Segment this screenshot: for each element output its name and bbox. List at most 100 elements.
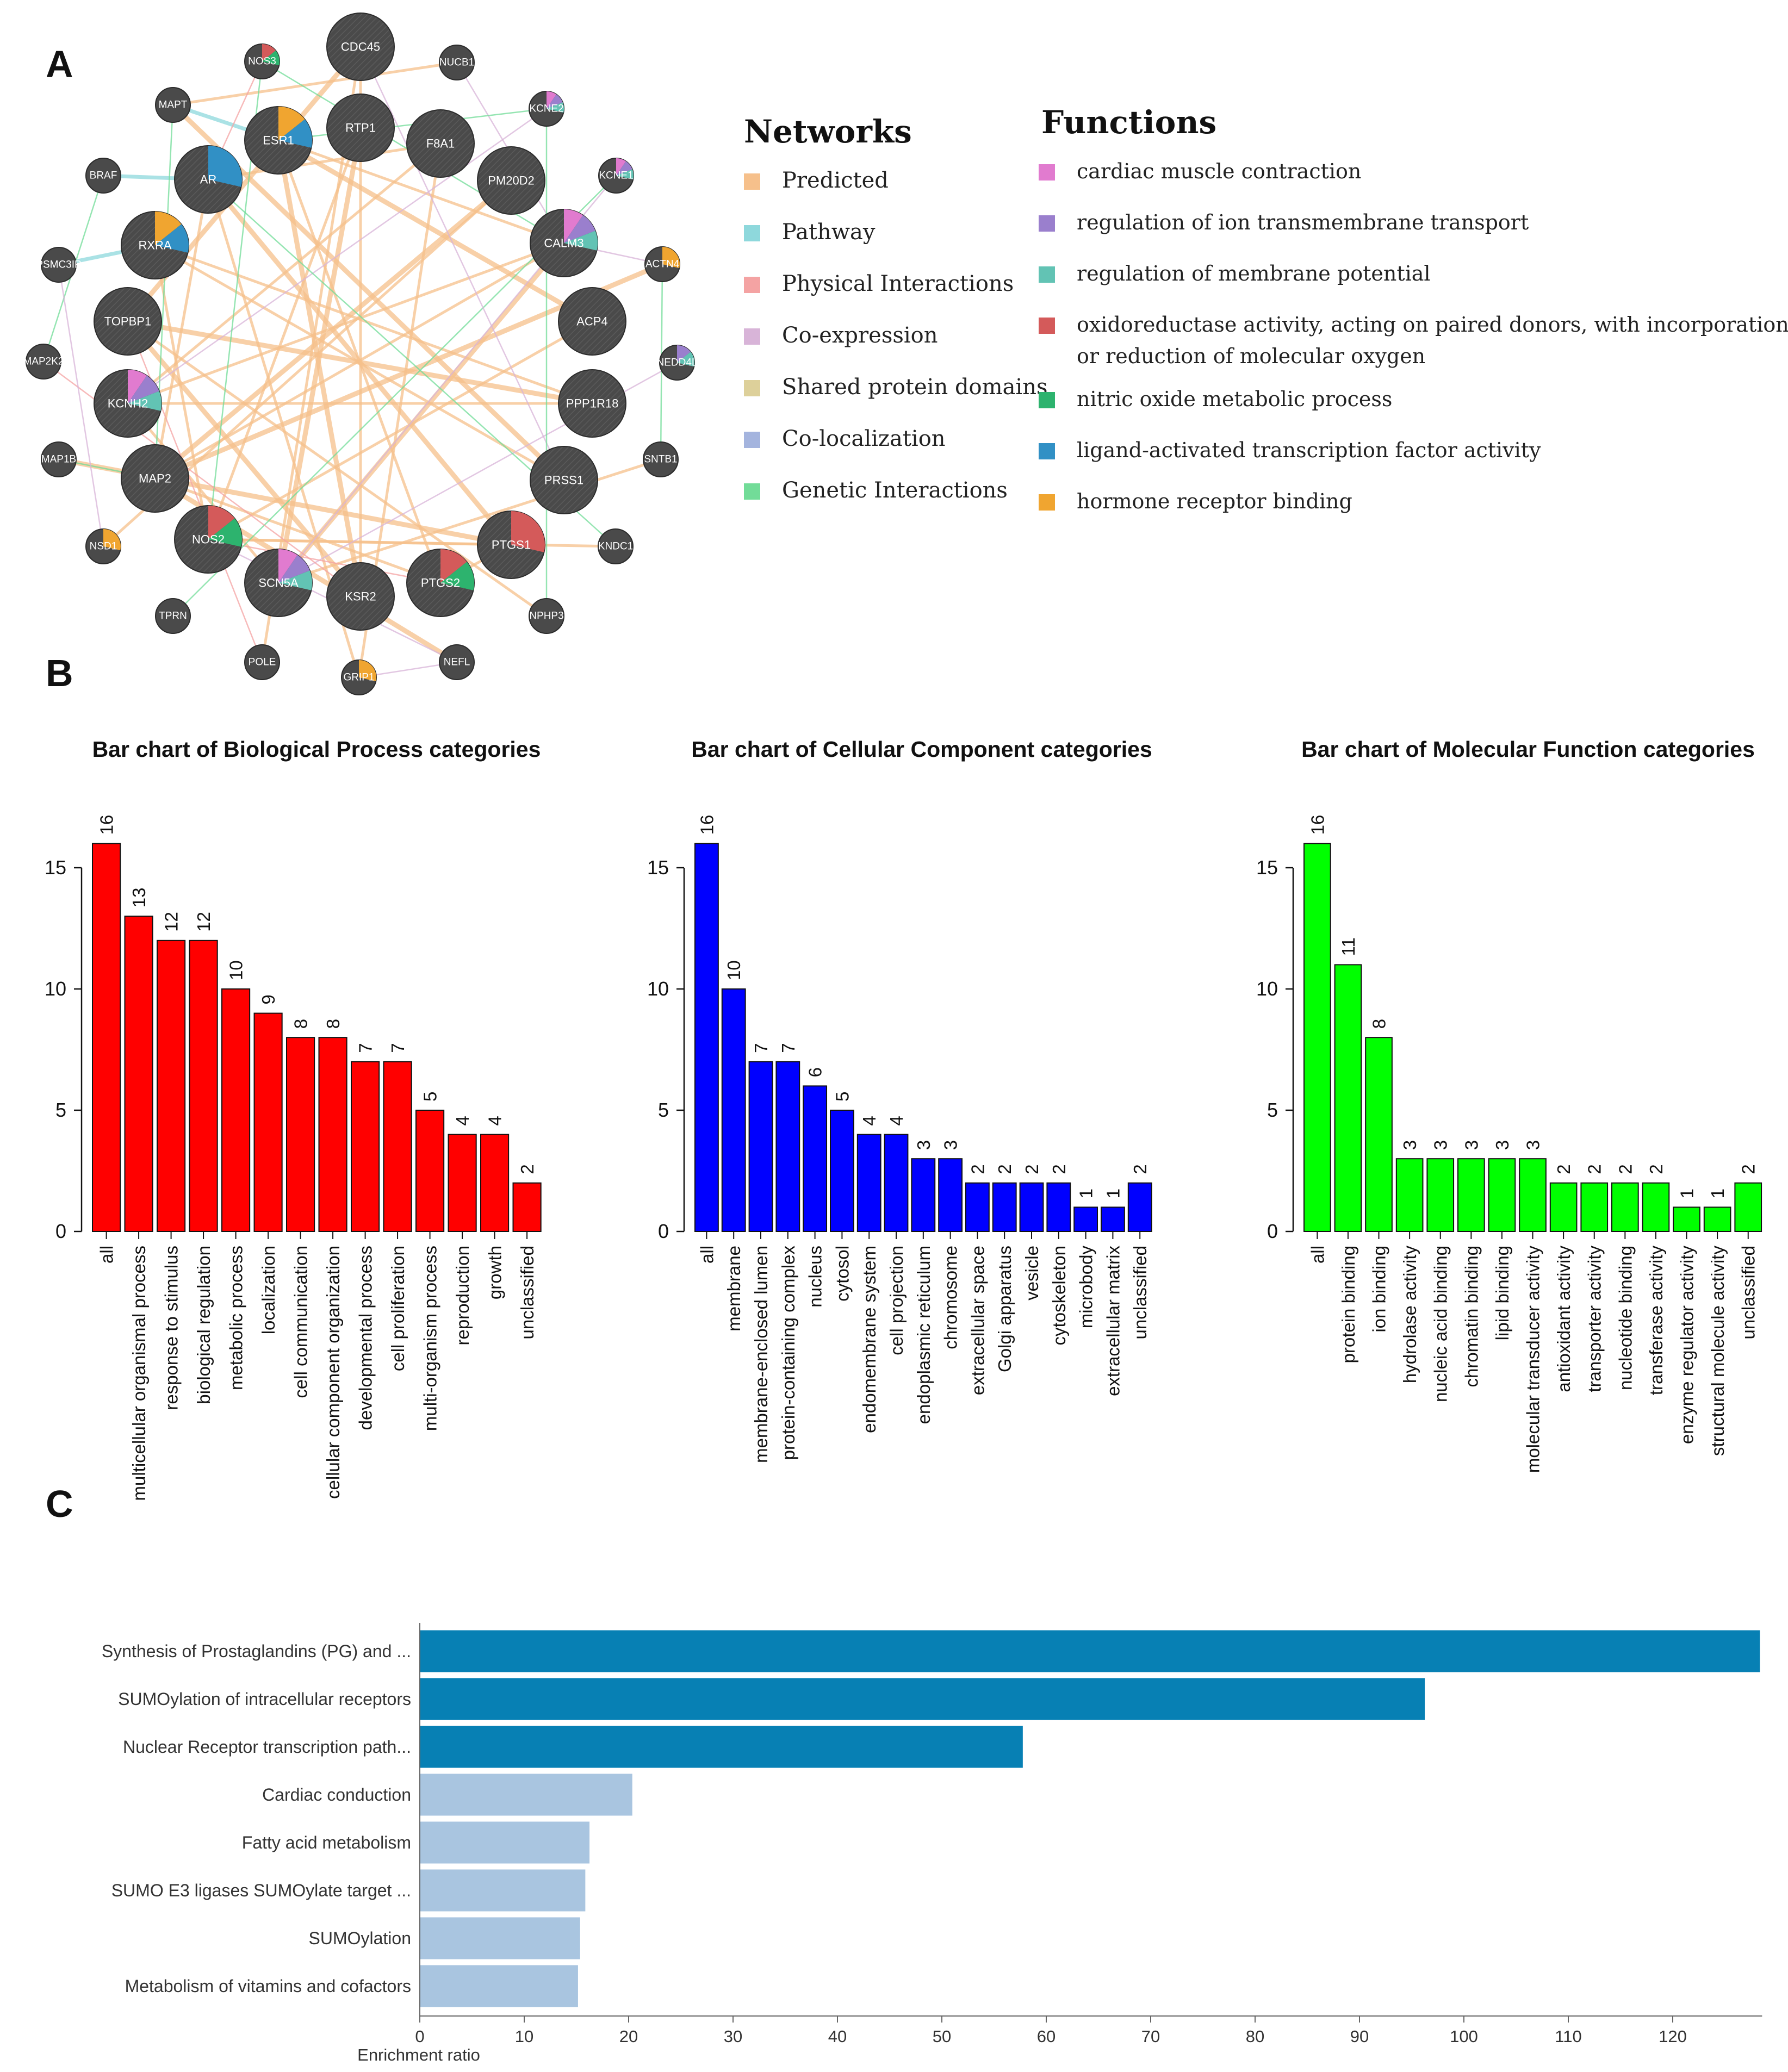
node-label: KNDC1	[598, 541, 633, 552]
node-function-wedge	[278, 107, 305, 140]
node-function-wedge	[564, 215, 595, 243]
network-node: BRAF	[85, 158, 121, 194]
bar-value-label: 3	[1431, 1140, 1451, 1150]
bar	[965, 1182, 990, 1233]
node-label: NEFL	[444, 657, 470, 668]
node-label: SCN5A	[258, 576, 299, 590]
bar	[286, 1037, 315, 1232]
enrichment-bar	[420, 1821, 590, 1864]
x-tick-label: 20	[619, 2027, 638, 2046]
network-node: NEDD4L	[657, 345, 697, 381]
legend-function-swatch	[1039, 266, 1055, 283]
legend-network-swatch	[744, 380, 760, 396]
node-label: PPP1R18	[566, 397, 619, 410]
network-edge	[127, 142, 442, 405]
category-label: extracellular matrix	[1103, 1246, 1123, 1396]
category-label: nucleic acid binding	[1431, 1246, 1451, 1402]
category-label: developmental process	[356, 1246, 376, 1430]
bar-value-label: 16	[97, 815, 117, 835]
node-label: MAP1B	[41, 454, 76, 465]
bar-value-label: 2	[1585, 1164, 1605, 1174]
bar-value-label: 4	[886, 1116, 907, 1125]
network-edge	[277, 138, 594, 323]
category-label: Cardiac conduction	[262, 1785, 411, 1805]
network-node: NOS3	[244, 43, 280, 79]
x-axis-label: Enrichment ratio	[357, 2045, 480, 2064]
x-tick-label: 70	[1141, 2027, 1160, 2046]
node-circle	[155, 598, 191, 634]
node-function-wedge	[103, 528, 121, 551]
category-label: Nuclear Receptor transcription path...	[123, 1737, 411, 1757]
node-function-wedge	[547, 94, 563, 109]
category-label: enzyme regulator activity	[1677, 1246, 1697, 1444]
bar-value-label: 3	[914, 1140, 934, 1150]
category-label: chromosome	[941, 1246, 961, 1349]
bar-value-label: 11	[1338, 937, 1358, 956]
category-label: hydrolase activity	[1400, 1246, 1420, 1384]
bar-value-label: 2	[967, 1164, 988, 1174]
x-tick-label: 60	[1037, 2027, 1056, 2046]
bar	[1703, 1206, 1731, 1232]
category-label: growth	[485, 1246, 505, 1299]
enrichment-bar	[420, 1965, 578, 2007]
bar	[992, 1182, 1017, 1233]
node-label: MAPT	[159, 99, 188, 111]
bar-value-label: 2	[1615, 1164, 1635, 1174]
category-label: cellular component organization	[323, 1246, 343, 1499]
category-label: all	[1307, 1246, 1327, 1264]
bar-value-label: 7	[356, 1043, 376, 1053]
category-label: metabolic process	[226, 1246, 246, 1390]
network-edge	[126, 45, 363, 323]
legend-network-swatch	[744, 225, 760, 241]
network-node: SNTB1	[643, 441, 679, 477]
node-function-wedge	[128, 391, 162, 411]
node-label: NPHP3	[529, 611, 563, 622]
y-tick-label: 0	[55, 1220, 66, 1242]
network-node: RXRA	[121, 211, 189, 279]
node-circle	[155, 87, 191, 123]
bar	[512, 1182, 542, 1233]
enrichment-bar	[420, 1774, 632, 1816]
node-function-wedge	[128, 375, 159, 403]
bar	[1673, 1206, 1700, 1232]
network-node: RTP1	[326, 94, 395, 162]
node-label: NSD1	[90, 541, 117, 552]
node-label: KCNE2	[529, 103, 563, 115]
bar-value-label: 1	[1103, 1189, 1123, 1198]
node-function-wedge	[547, 91, 557, 109]
category-label: SUMO E3 ligases SUMOylate target ...	[111, 1881, 411, 1900]
bar-value-label: 2	[517, 1164, 537, 1174]
node-function-wedge	[677, 352, 694, 367]
network-node: PPP1R18	[558, 369, 626, 438]
category-label: endomembrane system	[859, 1246, 879, 1433]
network-node: PTGS2	[406, 549, 475, 617]
node-function-wedge	[278, 570, 312, 590]
node-label: AR	[200, 173, 217, 186]
node-label: ACTN4	[645, 259, 680, 270]
legend-function-label: ligand-activated transcription factor ac…	[1077, 438, 1541, 462]
bar	[775, 1061, 800, 1233]
enrichment-bar	[420, 1678, 1425, 1720]
node-label: ESR1	[263, 134, 294, 147]
node-label: PTGS2	[421, 576, 460, 590]
node-circle	[643, 441, 679, 477]
x-tick-label: 0	[415, 2027, 424, 2046]
node-circle	[326, 94, 395, 162]
node-circle	[406, 109, 475, 178]
bar-value-label: 3	[1400, 1140, 1420, 1150]
node-function-wedge	[662, 247, 680, 269]
bar-value-label: 3	[1523, 1140, 1543, 1150]
bar-value-label: 7	[778, 1043, 798, 1053]
bar	[1580, 1182, 1609, 1233]
network-node: POLE	[244, 644, 280, 680]
category-label: nucleus	[805, 1246, 825, 1308]
node-circle	[26, 344, 61, 379]
bar	[1334, 964, 1362, 1233]
bar-value-label: 8	[323, 1019, 343, 1029]
enrichment-bar	[420, 1726, 1023, 1768]
go-bar-charts: Bar chart of Biological Process categori…	[45, 737, 1762, 1501]
node-function-wedge	[677, 345, 691, 363]
bar	[830, 1110, 854, 1232]
x-tick-label: 100	[1450, 2027, 1478, 2046]
bar-value-label: 10	[226, 960, 246, 980]
